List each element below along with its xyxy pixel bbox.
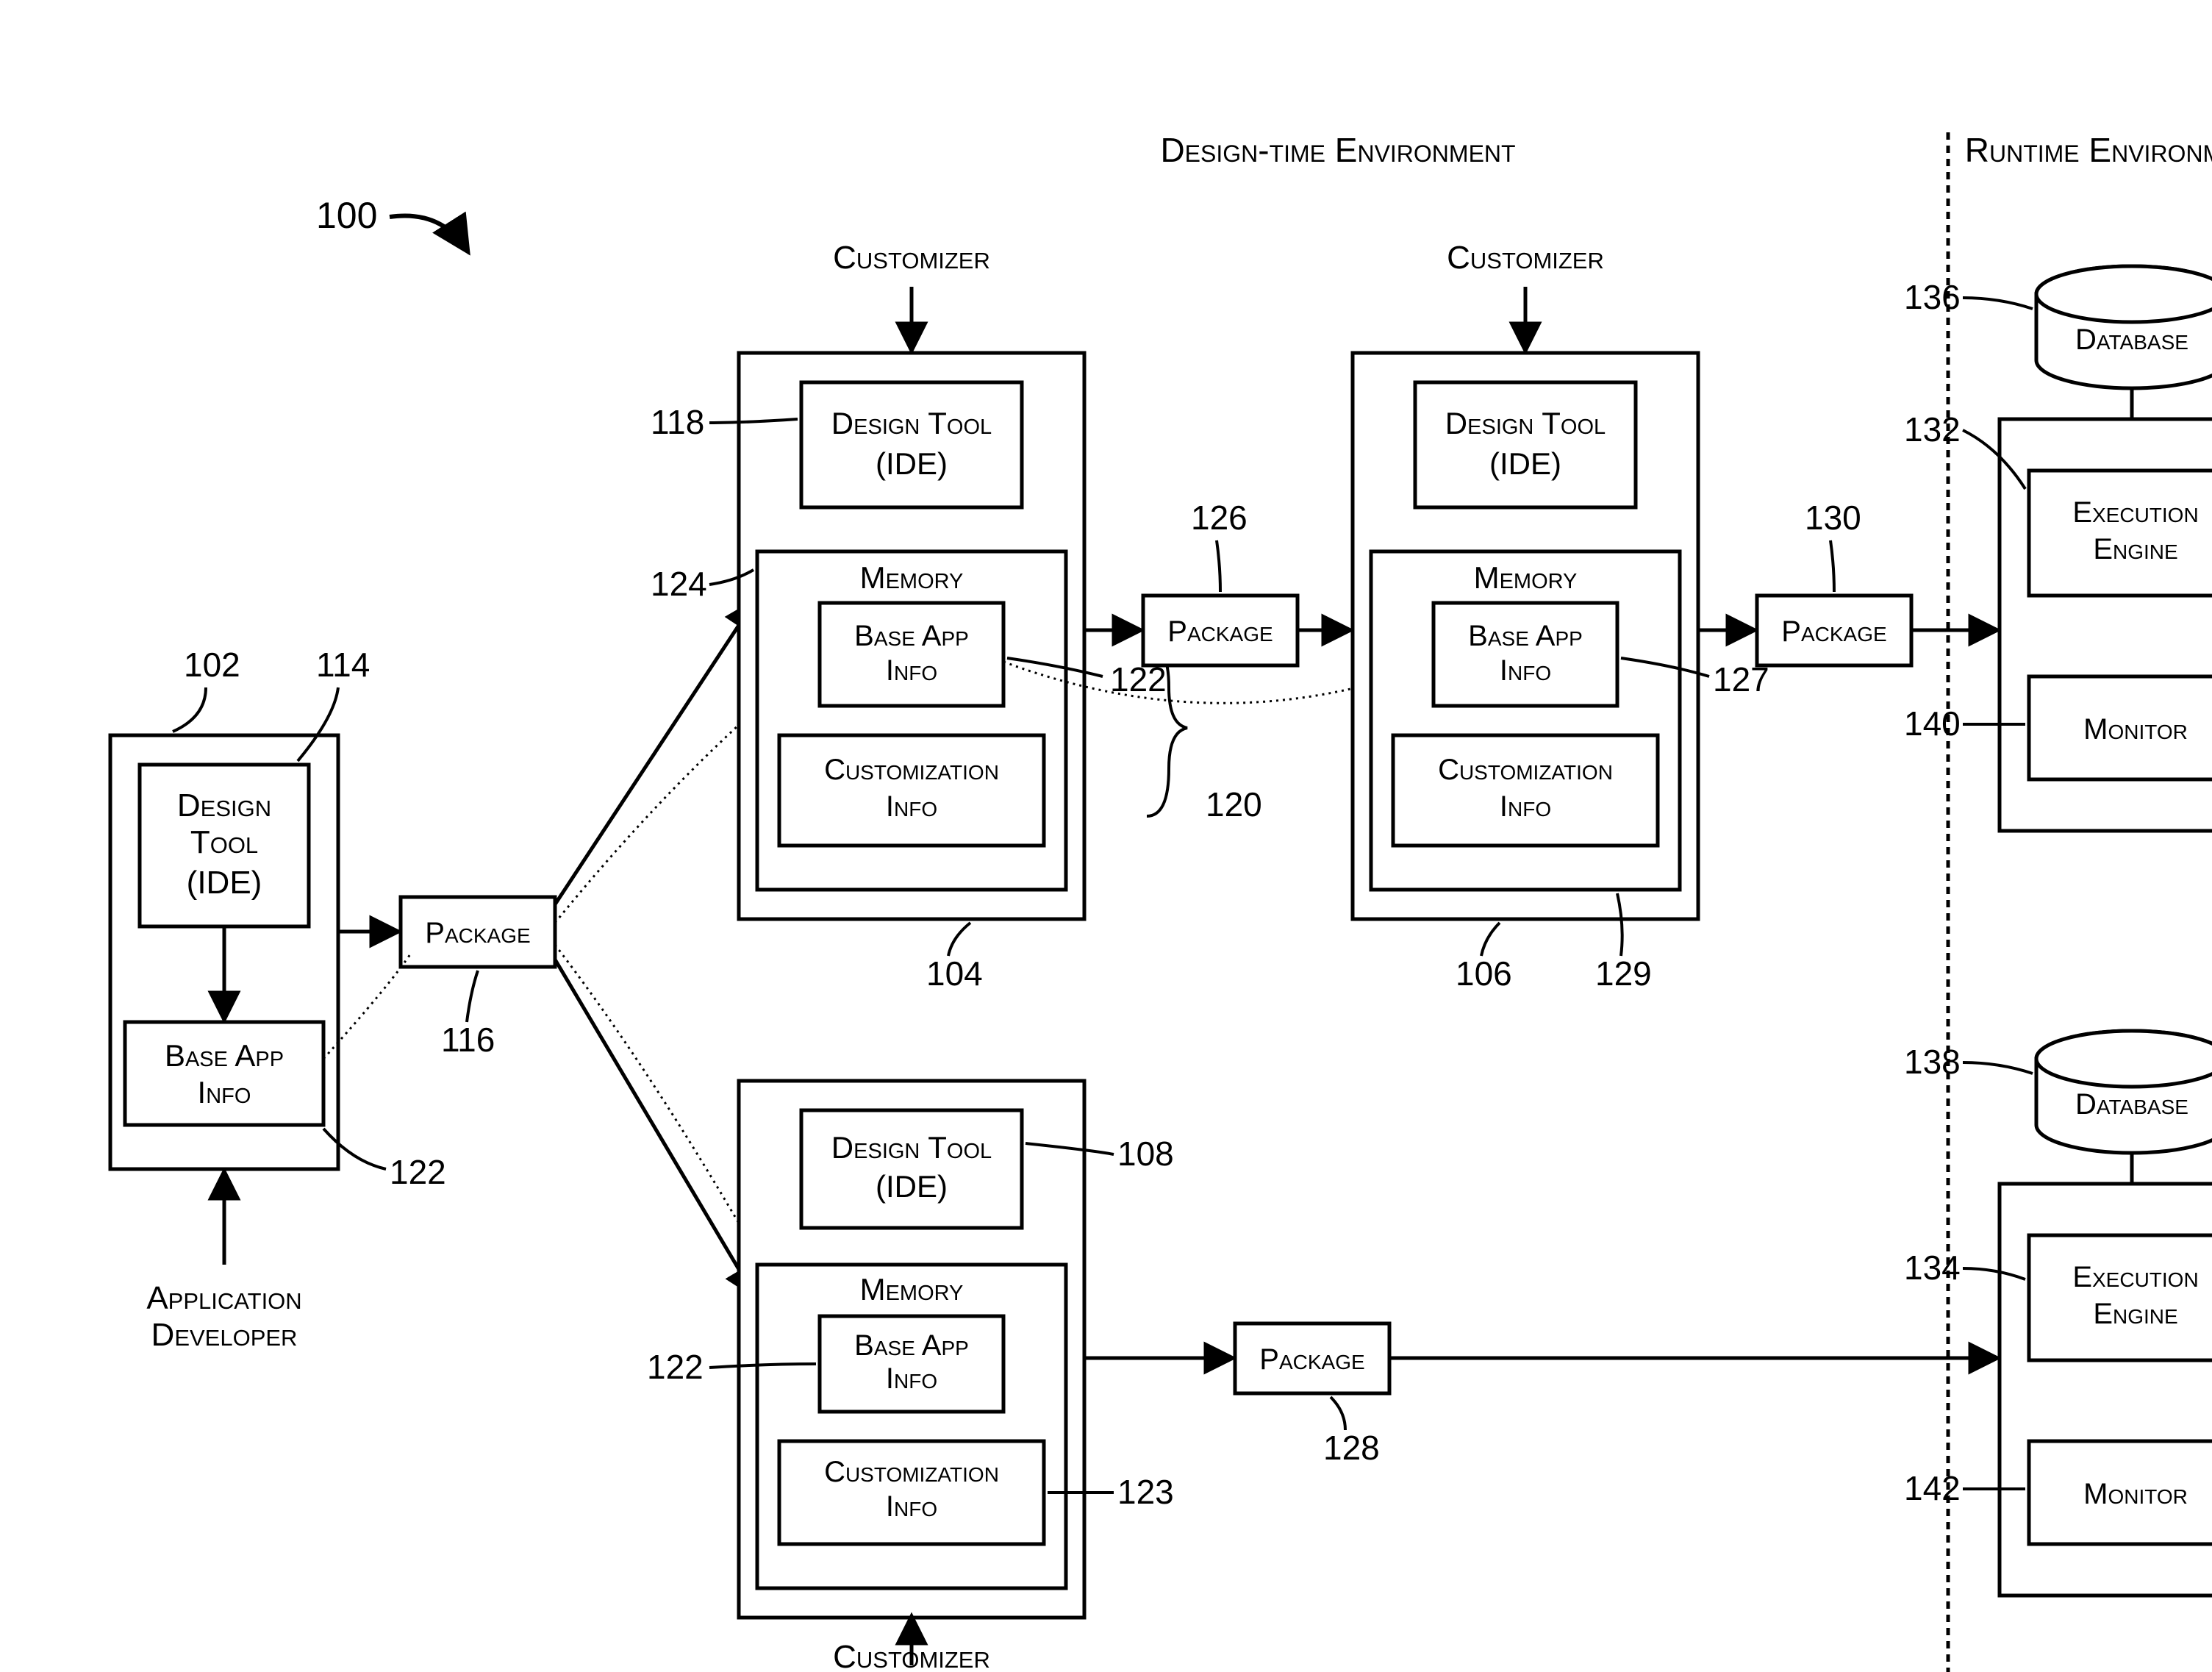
pkg-128-label: Package [1259, 1343, 1364, 1376]
pkg-130-label: Package [1781, 615, 1886, 648]
arrow-pkg116-104 [555, 603, 754, 904]
cust-106-mem-l: Memory [1474, 560, 1578, 595]
ref-122-dev: 122 [390, 1153, 446, 1191]
ref-122-108: 122 [647, 1348, 704, 1386]
ref-142: 142 [1904, 1469, 1961, 1507]
cust-106-ide-l1: Design Tool [1445, 406, 1606, 440]
architecture-diagram: Design-time Environment Runtime Environm… [0, 0, 2212, 1672]
cust-104-ide-l1: Design Tool [831, 406, 992, 440]
ref-100: 100 [316, 195, 377, 236]
db-138-label: Database [2075, 1088, 2188, 1121]
cust-108-ide-l1: Design Tool [831, 1130, 992, 1165]
pkg-126-label: Package [1167, 615, 1273, 648]
cust-106-cust-l2: Info [1500, 790, 1551, 823]
cust-106-base-l2: Info [1500, 654, 1551, 687]
rt-112-exec-l2: Engine [2093, 1298, 2177, 1330]
ref-108: 108 [1117, 1135, 1174, 1173]
rt-112-exec-l1: Execution [2072, 1261, 2198, 1293]
design-time-header: Design-time Environment [1160, 131, 1515, 169]
ref-104: 104 [926, 954, 983, 993]
cust-106-ide [1415, 382, 1636, 507]
ref-138-tail [1963, 1062, 2033, 1073]
rt-110-exec-l1: Execution [2072, 496, 2198, 529]
runtime-110: Database Execution Engine Monitor [2000, 266, 2212, 831]
dev-base-l1: Base App [165, 1038, 284, 1073]
cust-108-cust-l2: Info [886, 1490, 937, 1523]
ref-123: 123 [1117, 1473, 1174, 1511]
runtime-header: Runtime Environment [1965, 131, 2212, 169]
ref-130: 130 [1805, 499, 1861, 537]
db-138-top2 [2036, 1031, 2212, 1087]
cust-104-cust-l2: Info [886, 790, 937, 823]
dev-base-box [125, 1022, 323, 1125]
ref-116: 116 [441, 1021, 495, 1059]
cust-104-cust-l1: Customization [824, 754, 999, 786]
dev-ide-l1: Design [177, 787, 271, 824]
ref-100-arrow [390, 215, 467, 250]
developer-block: Design Tool (IDE) Base App Info [110, 735, 338, 1169]
ref-106-tail [1481, 923, 1500, 956]
cust-106-cust-l1: Customization [1438, 754, 1613, 786]
cust-104-ide [801, 382, 1022, 507]
ref-104-tail [948, 923, 970, 956]
ref-130-tail [1830, 540, 1834, 592]
cust-104-ide-l2: (IDE) [876, 446, 948, 481]
ref-120: 120 [1206, 785, 1262, 824]
app-dev-l1: Application [146, 1280, 301, 1316]
cust-104-title: Customizer [833, 240, 990, 276]
runtime-112: Database Execution Engine Monitor [2000, 1031, 2212, 1596]
customizer-106: Customizer Design Tool (IDE) Memory Base… [1353, 240, 1698, 919]
cust-106-base-l1: Base App [1468, 620, 1583, 652]
dev-base-l2: Info [198, 1075, 251, 1110]
cust-108-cust-l1: Customization [824, 1456, 999, 1488]
dev-ide-l2: Tool [190, 824, 258, 860]
ref-114: 114 [316, 646, 370, 684]
ref-124: 124 [651, 565, 707, 603]
ref-138: 138 [1904, 1043, 1961, 1081]
cust-104-base-l2: Info [886, 654, 937, 687]
ref-102: 102 [184, 646, 240, 684]
ref-134: 134 [1904, 1248, 1961, 1287]
ref-136-tail [1963, 298, 2033, 309]
arrow-pkg116-108 [555, 960, 754, 1294]
cust-108-ide-l2: (IDE) [876, 1169, 948, 1204]
ref-140: 140 [1904, 704, 1961, 743]
app-dev-l2: Developer [151, 1317, 298, 1353]
rt-110-exec-l2: Engine [2093, 533, 2177, 565]
cust-106-ide-l2: (IDE) [1489, 446, 1561, 481]
rt-112-mon-l: Monitor [2083, 1478, 2188, 1510]
ref-128-tail [1331, 1397, 1345, 1430]
ref-118: 118 [651, 403, 704, 441]
ref-106: 106 [1456, 954, 1512, 993]
cust-108-base-l1: Base App [854, 1329, 969, 1362]
customizer-104: Customizer Design Tool (IDE) Memory Base… [739, 240, 1084, 919]
pkg-116-label: Package [425, 917, 530, 949]
ref-116-tail [467, 971, 478, 1022]
cust-108-mem-l: Memory [860, 1272, 964, 1307]
ref-132: 132 [1904, 410, 1961, 449]
cust-104-base-l1: Base App [854, 620, 969, 652]
ref-136: 136 [1904, 278, 1961, 316]
cust-106-title: Customizer [1447, 240, 1604, 276]
ref-102-tail [173, 687, 206, 732]
ref-126: 126 [1191, 499, 1248, 537]
ref-128: 128 [1323, 1429, 1380, 1467]
rt-110-mon-l: Monitor [2083, 713, 2188, 746]
db-136-top2 [2036, 266, 2212, 322]
ref-126-tail [1217, 540, 1220, 592]
db-136-label: Database [2075, 324, 2188, 356]
ref-129: 129 [1595, 954, 1652, 993]
customizer-108: Design Tool (IDE) Memory Base App Info C… [739, 1081, 1084, 1672]
cust-108-title: Customizer [833, 1639, 990, 1672]
cust-104-mem-l: Memory [860, 560, 964, 595]
cust-108-base-l2: Info [886, 1362, 937, 1395]
dev-ide-l3: (IDE) [187, 865, 262, 901]
